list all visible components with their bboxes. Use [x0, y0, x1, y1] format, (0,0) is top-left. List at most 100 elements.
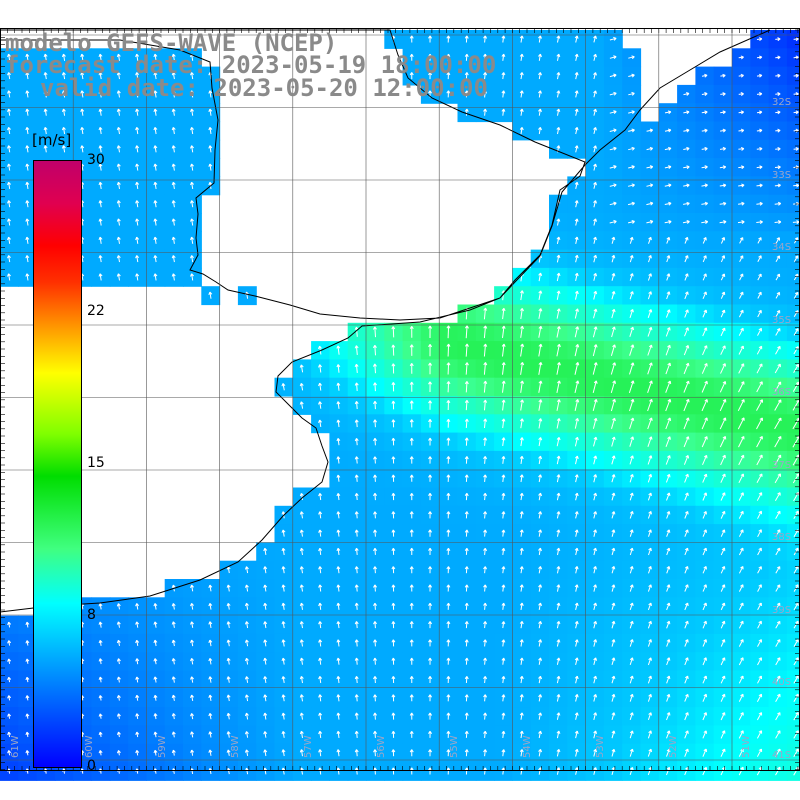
lat-label-38s: 38S: [772, 532, 791, 543]
wind-vector-arrow: [739, 273, 744, 281]
wind-vector-arrow: [757, 273, 762, 281]
wind-vector-arrow: [501, 90, 506, 98]
wind-vector-arrow: [61, 145, 66, 153]
wind-vector-arrow: [171, 273, 176, 281]
wind-vector-arrow: [719, 146, 727, 151]
wind-vector-arrow: [793, 146, 799, 151]
wind-vector-arrow: [538, 72, 542, 80]
wind-vector-arrow: [574, 72, 579, 80]
wind-vector-arrow: [664, 220, 672, 224]
wind-vector-arrow: [556, 126, 561, 135]
wind-vector-arrow: [609, 201, 617, 206]
wind-vector-arrow: [738, 73, 744, 78]
lat-label-35s: 35S: [772, 315, 791, 326]
wind-vector-arrow: [609, 146, 617, 151]
lon-label-59w: 59W: [157, 735, 168, 758]
wind-vector-arrow: [682, 220, 690, 224]
wind-vector-arrow: [664, 110, 672, 115]
wind-vector-arrow: [7, 236, 11, 244]
wind-vector-arrow: [116, 126, 121, 135]
wind-vector-arrow: [446, 53, 451, 61]
wind-vector-arrow: [702, 273, 707, 281]
wind-vector-arrow: [701, 146, 708, 151]
wind-vector-arrow: [628, 146, 635, 151]
wind-vector-arrow: [7, 145, 11, 153]
wind-vector-arrow: [683, 201, 690, 206]
wind-vector-arrow: [61, 108, 66, 116]
wind-vector-arrow: [627, 183, 635, 188]
wind-vector-arrow: [628, 55, 635, 60]
wind-vector-arrow: [116, 90, 121, 98]
wind-vector-arrow: [593, 181, 597, 189]
wind-vector-arrow: [190, 236, 194, 244]
wind-vector-arrow: [775, 255, 781, 262]
wind-vector-arrow: [775, 237, 780, 244]
wind-vector-arrow: [774, 183, 781, 188]
wind-vector-arrow: [464, 72, 469, 80]
wind-vector-arrow: [171, 108, 176, 116]
wind-vector-field: [7, 35, 800, 776]
wind-vector-arrow: [171, 126, 176, 135]
wind-vector-arrow: [98, 255, 103, 263]
speed-cell: [786, 84, 800, 104]
wind-vector-arrow: [538, 126, 542, 135]
wind-vector-arrow: [756, 146, 763, 151]
wind-vector-arrow: [519, 72, 524, 80]
wind-vector-arrow: [646, 165, 654, 170]
wind-vector-arrow: [61, 53, 66, 61]
speed-cell: [786, 139, 800, 159]
wind-vector-arrow: [208, 108, 213, 116]
wind-vector-arrow: [629, 255, 634, 263]
wind-vector-arrow: [190, 181, 194, 189]
colorbar-unit-label: [m/s]: [32, 131, 72, 149]
wind-vector-arrow: [739, 255, 744, 263]
wind-vector-arrow: [153, 145, 158, 153]
wind-vector-arrow: [556, 72, 561, 80]
wind-vector-arrow: [208, 163, 213, 171]
wind-vector-arrow: [501, 307, 506, 320]
wind-vector-arrow: [116, 200, 121, 208]
wind-vector-arrow: [171, 255, 176, 263]
wind-vector-arrow: [738, 146, 745, 151]
colorbar-tick-30: 30: [87, 152, 105, 168]
wind-vector-arrow: [556, 218, 561, 226]
wind-vector-arrow: [720, 255, 726, 263]
speed-cell: [786, 286, 800, 306]
wind-vector-arrow: [593, 127, 597, 135]
wind-vector-arrow: [483, 108, 488, 116]
lat-label-37s: 37S: [772, 460, 791, 471]
wind-vector-arrow: [775, 110, 781, 115]
wind-vector-arrow: [409, 72, 414, 80]
wind-vector-arrow: [208, 126, 213, 135]
wind-vector-arrow: [43, 53, 48, 61]
wind-vector-arrow: [593, 90, 597, 98]
wind-vector-arrow: [775, 55, 781, 60]
wind-vector-arrow: [648, 236, 652, 244]
wind-vector-arrow: [501, 108, 506, 116]
wind-vector-arrow: [774, 201, 782, 206]
wind-vector-arrow: [25, 181, 30, 189]
wind-vector-arrow: [135, 126, 140, 135]
wind-vector-arrow: [116, 72, 121, 80]
wind-vector-arrow: [7, 181, 11, 189]
speed-cell: [786, 597, 800, 617]
wind-vector-arrow: [556, 272, 561, 282]
wind-vector-arrow: [664, 128, 672, 133]
speed-cell: [786, 652, 800, 672]
wind-vector-arrow: [464, 53, 469, 61]
wind-vector-arrow: [684, 236, 689, 244]
wind-vector-arrow: [153, 236, 158, 244]
wind-vector-arrow: [609, 55, 617, 60]
wind-vector-arrow: [153, 108, 158, 116]
speed-cell: [786, 231, 800, 251]
wind-vector-arrow: [756, 220, 763, 224]
lon-label-56w: 56W: [376, 735, 387, 758]
wind-vector-arrow: [7, 108, 11, 116]
wind-vector-arrow: [738, 165, 745, 170]
wind-vector-arrow: [756, 55, 763, 60]
wind-vector-arrow: [135, 90, 140, 98]
speed-cell: [786, 48, 800, 68]
speed-cell: [786, 743, 800, 763]
wind-vector-arrow: [135, 145, 140, 153]
